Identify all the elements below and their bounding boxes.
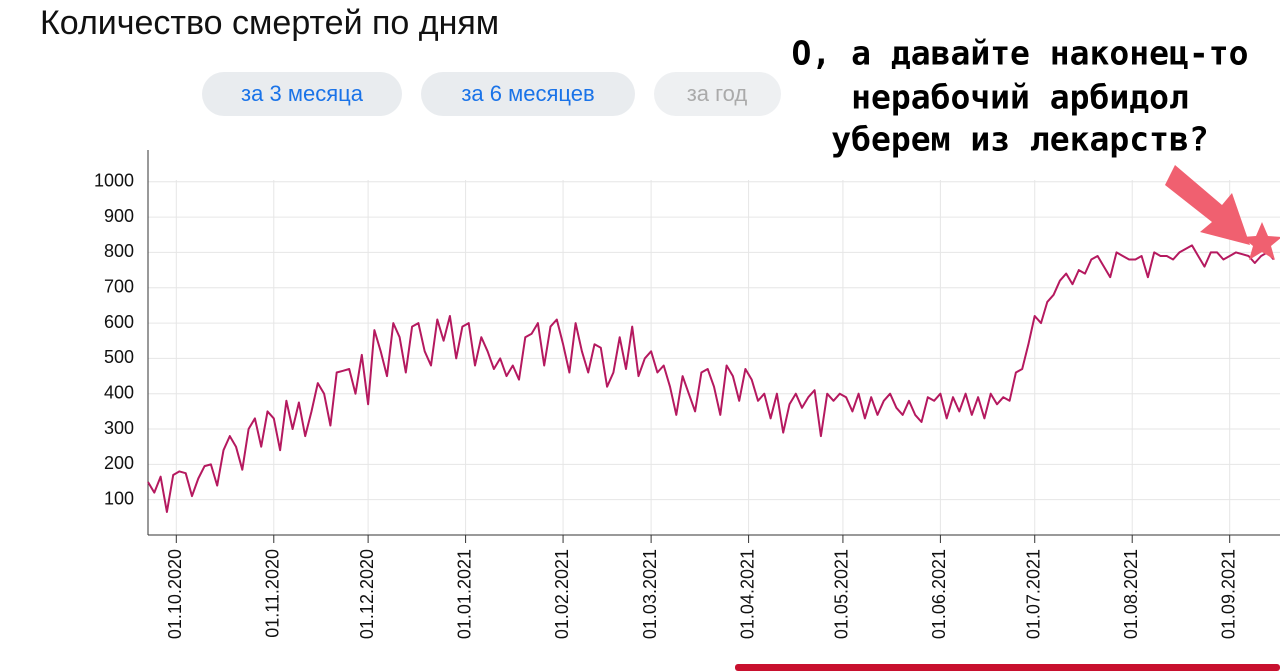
- button[interactable]: [202, 72, 402, 116]
- y-tick-label: 700: [104, 277, 134, 297]
- x-tick-label: 01.10.2020: [165, 549, 185, 639]
- y-tick-label: 100: [104, 488, 134, 508]
- x-tick-label: 01.04.2021: [737, 549, 757, 639]
- y-tick-label: 200: [104, 453, 134, 473]
- y-tick-label: 800: [104, 241, 134, 261]
- x-tick-label: 01.01.2021: [454, 549, 474, 639]
- plot-area: 100 200 300 400 500 600 700 800 900 1000 01.10.202…: [94, 150, 1280, 639]
- annotation: О, а давайте наконец-то: [792, 34, 1249, 73]
- annotation: нерабочий арбидол: [851, 78, 1189, 117]
- y-tick-label: 900: [104, 206, 134, 226]
- x-tick-label: 01.12.2020: [357, 549, 377, 639]
- button-label[interactable]: за 3 месяца: [241, 81, 364, 106]
- annotation: уберем из лекарств?: [831, 120, 1209, 159]
- button-label[interactable]: за 6 месяцев: [461, 81, 594, 106]
- y-tick-label: 1000: [94, 171, 134, 191]
- button: [654, 72, 781, 116]
- bottom-bar: [735, 664, 1280, 671]
- arrow: [1165, 165, 1250, 245]
- y-tick-label: 300: [104, 418, 134, 438]
- star: [1242, 222, 1280, 260]
- x-tick-label: 01.08.2021: [1121, 549, 1141, 639]
- y-tick-label: 600: [104, 312, 134, 332]
- button-label: за год: [687, 81, 748, 106]
- x-tick-label: 01.11.2020: [263, 549, 283, 638]
- x-tick-label: 01.06.2021: [929, 549, 949, 639]
- data-line: [147, 244, 1275, 513]
- x-tick-label: 01.07.2021: [1023, 549, 1043, 639]
- x-tick-label: 01.09.2021: [1218, 549, 1238, 639]
- chart-title: Количество смертей по дням: [40, 4, 499, 42]
- button[interactable]: [421, 72, 635, 116]
- x-tick-label: 01.03.2021: [640, 549, 660, 639]
- x-tick-label: 01.02.2021: [552, 549, 572, 639]
- y-tick-label: 500: [104, 347, 134, 367]
- x-tick-label: 01.05.2021: [832, 549, 852, 639]
- y-tick-label: 400: [104, 382, 134, 402]
